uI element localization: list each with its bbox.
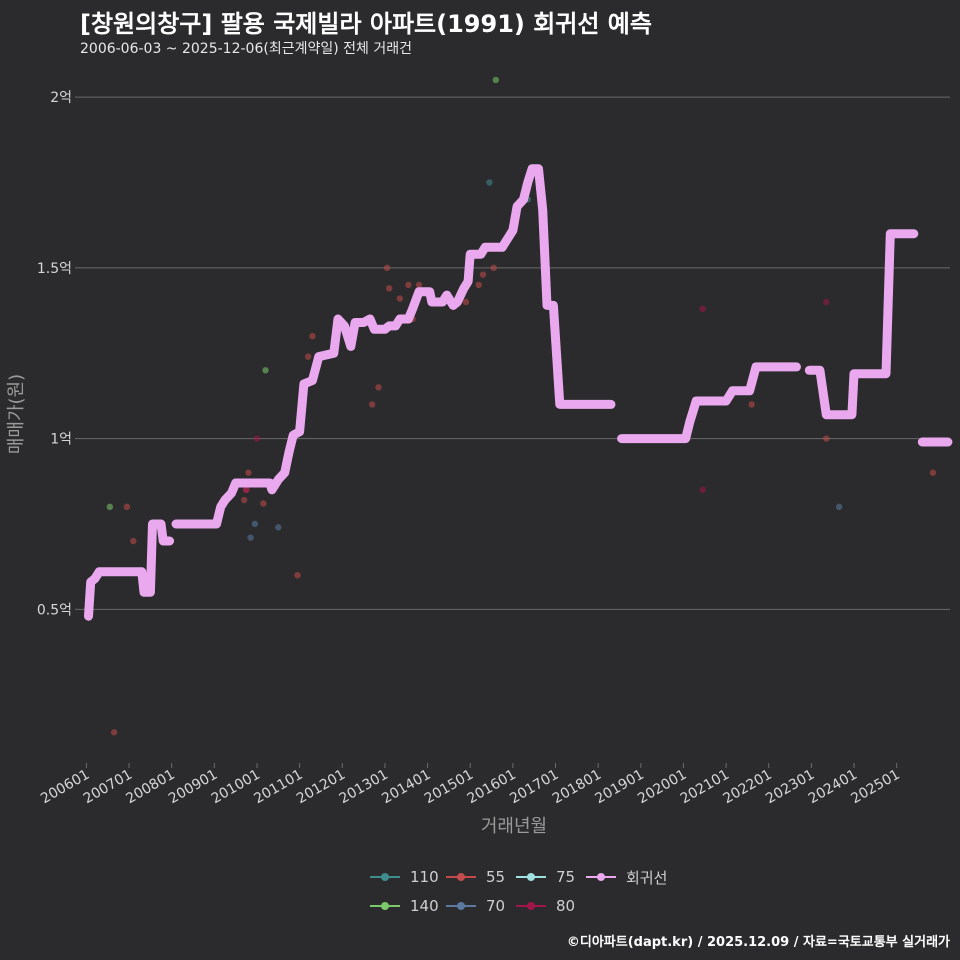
data-point-70 xyxy=(835,503,843,511)
x-tick-label: 202501 xyxy=(848,767,902,808)
regression-segment xyxy=(617,362,801,444)
data-point-55 xyxy=(110,729,118,736)
legend-label: 140 xyxy=(410,897,439,915)
legend-key-icon xyxy=(516,899,546,913)
data-point-55 xyxy=(130,537,137,545)
legend-item-55[interactable]: 55 xyxy=(446,866,505,888)
data-point-55 xyxy=(260,500,267,507)
data-point-55 xyxy=(304,353,312,360)
legend-item-140[interactable]: 140 xyxy=(370,895,439,917)
data-point-80 xyxy=(253,435,261,442)
data-point-55 xyxy=(240,496,248,504)
legend-item-regression[interactable]: 회귀선 xyxy=(586,866,667,888)
y-tick-label: 1.5억 xyxy=(37,261,72,277)
data-point-55 xyxy=(368,401,376,408)
regression-segment xyxy=(171,164,616,529)
legend-label: 75 xyxy=(556,868,576,886)
legend-item-75[interactable]: 75 xyxy=(516,866,575,888)
data-point-55 xyxy=(415,281,423,289)
data-point-110 xyxy=(486,179,493,186)
y-tick-label: 2억 xyxy=(50,90,72,106)
data-point-140 xyxy=(492,76,500,84)
data-point-80 xyxy=(243,486,250,493)
data-point-55 xyxy=(245,469,252,476)
grid-layer xyxy=(80,96,950,610)
data-point-55 xyxy=(748,401,755,408)
y-tick-label: 1억 xyxy=(50,432,72,448)
chart-title: [창원의창구] 팔용 국제빌라 아파트(1991) 회귀선 예측 xyxy=(80,10,652,38)
legend: 110 140 55 70 75 80 회귀선 xyxy=(370,866,710,926)
data-point-55 xyxy=(309,332,316,340)
regression-line xyxy=(84,164,953,621)
data-point-55 xyxy=(383,264,391,272)
data-point-140 xyxy=(106,503,114,511)
x-axis-title: 거래년월 xyxy=(481,816,547,837)
data-point-80 xyxy=(823,298,830,306)
regression-segment xyxy=(804,229,919,420)
legend-key-icon xyxy=(586,870,616,884)
data-point-70 xyxy=(247,534,254,541)
data-point-55 xyxy=(475,281,482,289)
scatter-points xyxy=(106,76,937,736)
y-axis: 0.5억 1억 1.5억 2억 xyxy=(37,90,80,618)
data-point-55 xyxy=(294,571,301,579)
y-axis-title: 매매가(원) xyxy=(6,374,27,454)
y-tick-label: 0.5억 xyxy=(37,602,72,618)
data-point-55 xyxy=(929,469,937,476)
data-point-55 xyxy=(823,435,830,442)
legend-item-70[interactable]: 70 xyxy=(446,895,505,917)
legend-label: 55 xyxy=(486,868,506,886)
data-point-55 xyxy=(479,271,487,278)
data-point-55 xyxy=(396,295,404,302)
regression-segment xyxy=(84,519,175,621)
legend-label: 80 xyxy=(556,897,576,915)
data-point-55 xyxy=(385,285,393,292)
legend-key-icon xyxy=(370,870,400,884)
legend-item-80[interactable]: 80 xyxy=(516,895,575,917)
credit-text: ©디아파트(dapt.kr) / 2025.12.09 / 자료=국토교통부 실… xyxy=(566,935,950,950)
legend-key-icon xyxy=(446,870,476,884)
data-point-80 xyxy=(699,305,706,313)
chart-subtitle: 2006-06-03 ~ 2025-12-06(최근계약일) 전체 거래건 xyxy=(80,41,412,57)
legend-key-icon xyxy=(446,899,476,913)
data-point-55 xyxy=(375,384,382,391)
legend-label: 110 xyxy=(410,868,439,886)
legend-item-110[interactable]: 110 xyxy=(370,866,439,888)
legend-key-icon xyxy=(516,870,546,884)
data-point-55 xyxy=(490,264,497,272)
legend-label: 70 xyxy=(486,897,506,915)
data-point-70 xyxy=(275,524,282,531)
data-point-80 xyxy=(699,486,706,493)
x-axis: 2006012007012008012009012010012011012012… xyxy=(38,763,903,807)
data-point-70 xyxy=(251,520,259,528)
data-point-140 xyxy=(262,367,269,374)
legend-key-icon xyxy=(370,899,400,913)
data-point-55 xyxy=(462,298,470,306)
data-point-55 xyxy=(123,503,131,511)
legend-label: 회귀선 xyxy=(626,868,668,887)
data-point-55 xyxy=(405,281,412,289)
